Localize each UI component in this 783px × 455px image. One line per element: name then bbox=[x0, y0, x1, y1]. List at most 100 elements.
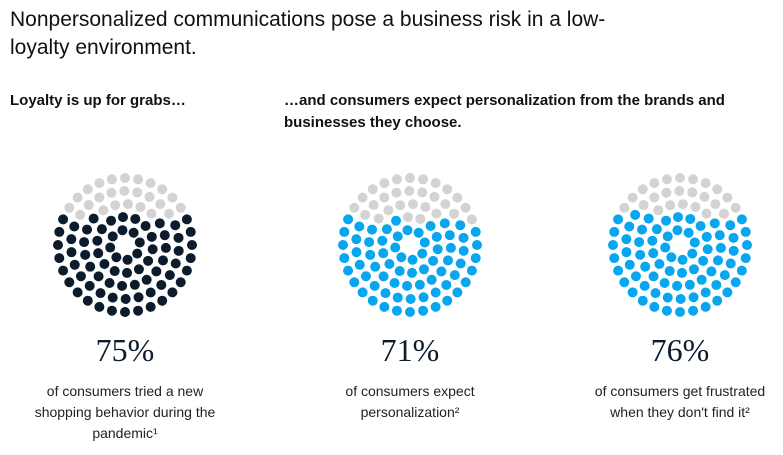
filled-dot bbox=[377, 235, 388, 246]
empty-dot bbox=[391, 174, 402, 185]
filled-dot bbox=[109, 266, 120, 277]
filled-dot bbox=[54, 226, 65, 237]
empty-dot bbox=[94, 178, 105, 189]
filled-dot bbox=[649, 301, 660, 312]
empty-dot bbox=[122, 199, 133, 210]
empty-dot bbox=[637, 184, 648, 195]
empty-dot bbox=[730, 202, 741, 213]
empty-dot bbox=[402, 212, 413, 223]
empty-dot bbox=[133, 174, 144, 185]
filled-dot bbox=[449, 270, 460, 281]
filled-dot bbox=[458, 232, 469, 243]
filled-dot bbox=[364, 237, 375, 248]
filled-dot bbox=[688, 305, 699, 316]
filled-dot bbox=[145, 301, 156, 312]
filled-dot bbox=[736, 265, 747, 276]
filled-dot bbox=[684, 279, 695, 290]
filled-dot bbox=[64, 277, 75, 288]
dot-chart bbox=[338, 173, 482, 317]
filled-dot bbox=[452, 287, 463, 298]
empty-dot bbox=[164, 208, 175, 219]
empty-dot bbox=[701, 208, 712, 219]
filled-dot bbox=[683, 227, 694, 238]
filled-dot bbox=[107, 231, 118, 242]
filled-dot bbox=[613, 214, 624, 225]
empty-dot bbox=[368, 200, 379, 211]
filled-dot bbox=[458, 245, 469, 256]
filled-dot bbox=[719, 270, 730, 281]
filled-dot bbox=[740, 226, 751, 237]
empty-dot bbox=[175, 202, 186, 213]
filled-dot bbox=[367, 295, 378, 306]
empty-dot bbox=[404, 186, 415, 197]
filled-dot bbox=[175, 277, 186, 288]
filled-dot bbox=[80, 249, 91, 260]
empty-dot bbox=[627, 192, 638, 203]
filled-dot bbox=[84, 280, 95, 291]
filled-dot bbox=[706, 266, 717, 277]
filled-dot bbox=[687, 248, 698, 259]
filled-dot bbox=[675, 307, 685, 317]
filled-dot bbox=[675, 293, 686, 304]
filled-dot bbox=[661, 305, 672, 316]
filled-dot bbox=[712, 295, 723, 306]
filled-dot bbox=[151, 266, 162, 277]
filled-dot bbox=[402, 280, 413, 291]
filled-dot bbox=[702, 244, 713, 255]
filled-dot bbox=[621, 247, 632, 258]
filled-dot bbox=[122, 267, 133, 278]
filled-dot bbox=[173, 245, 184, 256]
filled-dot bbox=[128, 227, 139, 238]
filled-dot bbox=[651, 224, 662, 235]
filled-dot bbox=[143, 255, 154, 266]
filled-dot bbox=[430, 301, 441, 312]
filled-dot bbox=[650, 288, 661, 299]
filled-dot bbox=[380, 288, 391, 299]
filled-dot bbox=[654, 258, 665, 269]
filled-dot bbox=[389, 277, 400, 288]
filled-dot bbox=[381, 224, 392, 235]
filled-dot bbox=[709, 218, 720, 229]
filled-dot bbox=[466, 265, 477, 276]
subtitle: …and consumers expect personalization fr… bbox=[284, 92, 725, 131]
filled-dot bbox=[85, 261, 96, 272]
dot-chart bbox=[53, 173, 197, 317]
empty-dot bbox=[712, 184, 723, 195]
filled-dot bbox=[637, 224, 648, 235]
filled-dot bbox=[722, 287, 733, 298]
filled-dot bbox=[664, 266, 675, 277]
empty-dot bbox=[431, 208, 442, 219]
filled-dot bbox=[402, 225, 413, 236]
filled-dot bbox=[53, 240, 63, 250]
dot-group bbox=[53, 212, 197, 317]
filled-dot bbox=[689, 237, 700, 248]
filled-dot bbox=[392, 231, 403, 242]
filled-dot bbox=[725, 220, 736, 231]
filled-dot bbox=[117, 225, 128, 236]
caption: of consumers tried a new shopping behavi… bbox=[34, 383, 216, 441]
filled-dot bbox=[470, 253, 481, 264]
filled-dot bbox=[69, 259, 80, 270]
filled-dot bbox=[133, 264, 144, 275]
filled-dot bbox=[418, 264, 429, 275]
filled-dot bbox=[104, 277, 115, 288]
filled-dot bbox=[93, 271, 104, 282]
filled-dot bbox=[66, 247, 77, 258]
empty-dot bbox=[349, 202, 360, 213]
filled-dot bbox=[407, 267, 418, 278]
filled-dot bbox=[736, 214, 747, 225]
filled-dot bbox=[624, 259, 635, 270]
empty-dot bbox=[83, 200, 94, 211]
filled-dot bbox=[730, 277, 741, 288]
filled-dot bbox=[725, 258, 736, 269]
filled-dot bbox=[742, 240, 752, 250]
empty-dot bbox=[110, 200, 121, 211]
empty-dot bbox=[675, 173, 685, 183]
filled-dot bbox=[648, 248, 659, 259]
filled-dot bbox=[58, 265, 69, 276]
filled-dot bbox=[130, 213, 141, 224]
empty-dot bbox=[405, 173, 415, 183]
filled-dot bbox=[648, 271, 659, 282]
caption: of consumers get frustrated when they do… bbox=[594, 383, 766, 420]
filled-dot bbox=[343, 265, 354, 276]
